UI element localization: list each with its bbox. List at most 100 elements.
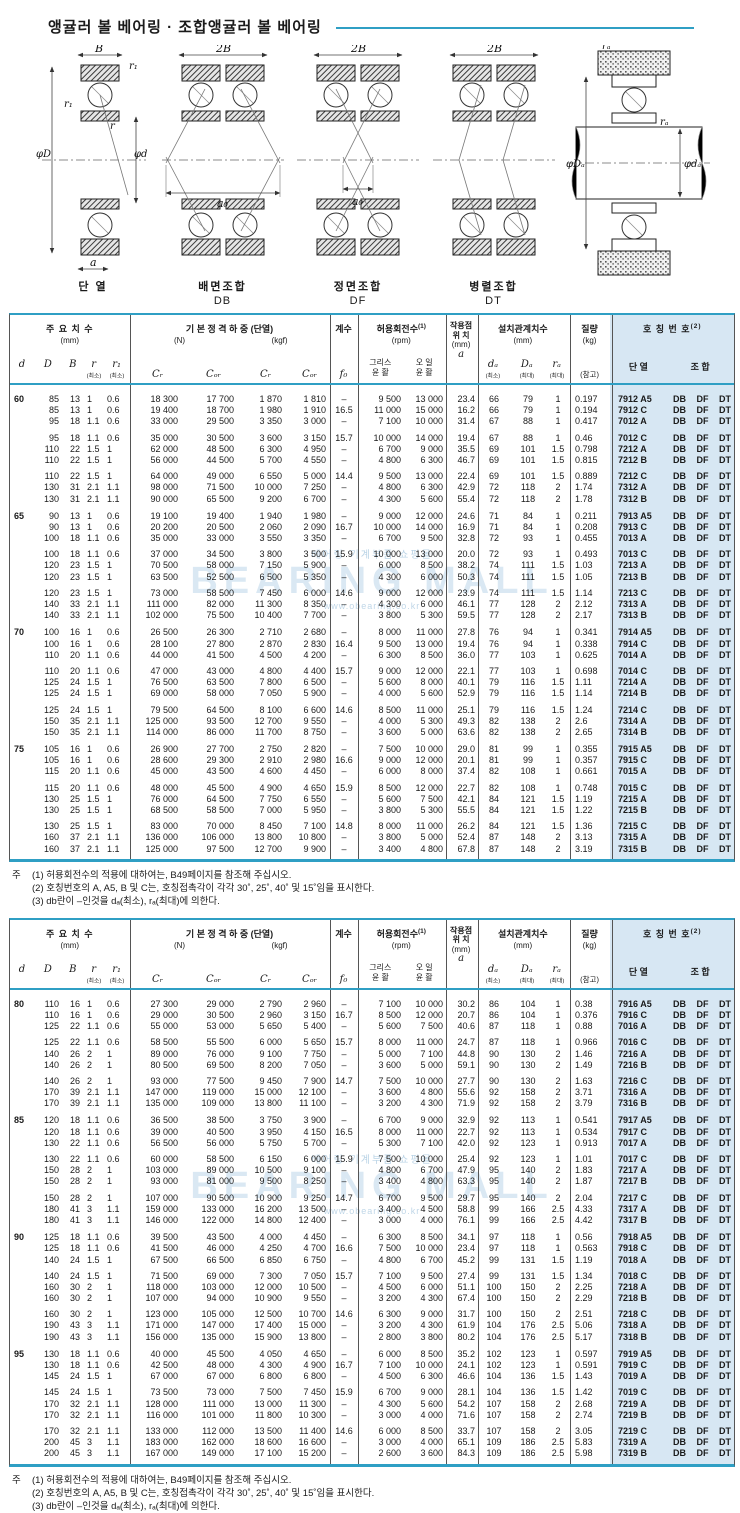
cell-D: 100: [43, 549, 59, 560]
cell-f0: –: [341, 1371, 347, 1382]
cell-r1: 0.6: [107, 1009, 120, 1020]
cell-part-number: 7916 A5: [618, 998, 652, 1009]
cell-combo-df: DF: [696, 610, 709, 621]
cell-B: 45: [69, 1448, 80, 1459]
part-number-bg: [610, 315, 734, 383]
cell-cor-n: 46 000: [206, 1243, 234, 1254]
cell-combo-dt: DT: [719, 1087, 731, 1098]
cell-cor-kgf: 6 600: [303, 704, 326, 715]
cell-Da: 103: [520, 649, 536, 660]
cell-cor-n: 38 500: [206, 1115, 234, 1126]
cell-d: [10, 1255, 34, 1266]
cell-combo-df: DF: [696, 1137, 709, 1148]
cell-combo-df: DF: [696, 1165, 709, 1176]
table-row: 170 32 2.1 1.1 116 000 101 000 11 800 10 300–3 …: [10, 1410, 734, 1421]
cell-Da: 79: [522, 405, 533, 416]
cell-cor-n: 112 000: [202, 1425, 234, 1436]
cell-combo-df: DF: [696, 1075, 709, 1086]
table-row: 145 24 1.5 1 73 500 73 000 7 500 7 450 15.9 6 700…: [10, 1387, 734, 1398]
cell-cr-n: 114 000: [146, 726, 178, 737]
cell-cor-kgf: 3 350: [303, 533, 326, 544]
cell-cor-n: 58 000: [206, 688, 234, 699]
cell-a: 47.9: [457, 1165, 475, 1176]
cell-B: 31: [69, 482, 80, 493]
cell-combo-dt: DT: [719, 587, 731, 598]
cell-B: 18: [69, 1126, 80, 1137]
cell-part-number: 7015 C: [618, 782, 648, 793]
cell-cor-kgf: 2 830: [303, 638, 326, 649]
header-part-number: 호 칭 번 호(2) 단 열 조 합: [610, 920, 734, 988]
table-header: 주 요 치 수 (mm) d D B r (최소) r₁ (최소) 기 본 정 격 …: [10, 920, 734, 988]
table-row: 130 25 1.5 1 83 000 70 000 8 450 7 100 14.8 8 000…: [10, 821, 734, 832]
cell-mass: 0.194: [575, 405, 598, 416]
cell-r1: 1.1: [107, 1098, 120, 1109]
cell-combo-db: DB: [673, 493, 686, 504]
cell-ra: 1: [555, 1137, 561, 1148]
col-r1: r₁ (최소): [109, 359, 124, 380]
cell-D: 120: [43, 571, 59, 582]
cell-a: 44.8: [457, 1048, 475, 1059]
cell-ra: 1: [555, 755, 561, 766]
cell-B: 18: [69, 533, 80, 544]
cell-combo-dt: DT: [719, 715, 731, 726]
cell-grease-rpm: 3 200: [378, 1098, 401, 1109]
cell-combo-df: DF: [696, 1281, 709, 1292]
cell-f0: –: [341, 1048, 347, 1059]
cell-part-number: 7216 B: [618, 1059, 648, 1070]
cell-d: 85: [14, 1115, 25, 1126]
column-separator: [330, 315, 331, 383]
table-row: 190 43 3 1.1 171 000 147 000 17 400 15 000–3 20…: [10, 1320, 734, 1331]
cell-combo-dt: DT: [719, 638, 731, 649]
note-item: (3) db란이 –인것을 dₐ(최소), rₐ(최대)에 의한다.: [32, 895, 220, 907]
table-row: 160 30 2 1 118 000 103 000 12 000 10 500–4 500 6…: [10, 1282, 734, 1293]
cell-combo-dt: DT: [719, 1281, 731, 1292]
cell-cor-kgf: 3 900: [303, 1115, 326, 1126]
cell-a: 34.1: [457, 1232, 475, 1243]
cell-cor-n: 111 000: [202, 1398, 234, 1409]
cell-combo-dt: DT: [719, 1348, 731, 1359]
header-mounting-dims: 설치관계치수 (mm) dₐ (최소) Dₐ (최대) rₐ (최대): [477, 920, 569, 988]
cell-Da: 128: [520, 599, 536, 609]
cell-a: 46.7: [457, 454, 475, 465]
cell-combo-df: DF: [696, 1448, 709, 1459]
row-group: 70 100 16 1 0.6 26 500 26 300 2 710 2 680–8 000 1…: [10, 627, 734, 661]
cell-mass: 2.25: [575, 1281, 593, 1292]
cell-cr-n: 37 000: [150, 549, 178, 560]
cell-cr-kgf: 1 980: [259, 405, 282, 416]
cell-part-number: 7219 B: [618, 1409, 648, 1420]
cell-r1: 1.1: [107, 599, 120, 609]
cell-mass: 0.748: [575, 782, 598, 793]
cell-r: 2.1: [87, 1398, 100, 1409]
table-row: 110 20 1.1 0.6 44 000 41 500 4 500 4 200–6 300 8…: [10, 650, 734, 661]
row-group: 80 110 16 1 0.6 27 300 29 000 2 790 2 960–7 100 1…: [10, 999, 734, 1033]
cell-Da: 186: [520, 1437, 536, 1448]
cell-cor-kgf: 4 900: [303, 1360, 326, 1370]
row-group: 150 28 2 1 107 000 90 500 10 900 9 250 14.7 6 700…: [10, 1193, 734, 1227]
cell-B: 16: [69, 744, 80, 755]
cell-ra: 1: [555, 521, 561, 532]
cell-Da: 130: [520, 1075, 536, 1086]
cell-part-number: 7015 A: [618, 766, 647, 777]
table-row: 125 24 1.5 1 69 000 58 000 7 050 5 900–4 000 5 6…: [10, 688, 734, 699]
cell-D: 170: [43, 1425, 59, 1436]
cell-ra: 1: [555, 533, 561, 544]
cell-d: [10, 1087, 34, 1098]
table-row: 130 18 1.1 0.6 42 500 48 000 4 300 4 900 16.7 7 1…: [10, 1360, 734, 1371]
cell-ra: 1: [555, 665, 561, 676]
cell-cr-kgf: 11 300: [255, 599, 282, 609]
cell-combo-dt: DT: [719, 1293, 731, 1304]
table-row: 170 39 2.1 1.1 147 000 119 000 15 000 12 100–3 …: [10, 1087, 734, 1098]
cell-a: 63.3: [457, 1176, 475, 1187]
cell-a: 24.6: [457, 510, 475, 521]
cell-mass: 3.05: [575, 1425, 593, 1436]
cell-combo-df: DF: [696, 471, 709, 482]
cell-cor-kgf: 7 050: [303, 1059, 326, 1070]
cell-grease-rpm: 8 500: [378, 1009, 401, 1020]
cell-mass: 0.798: [575, 443, 598, 454]
cell-cr-kgf: 9 450: [259, 1075, 282, 1086]
cell-cr-n: 58 500: [150, 1037, 178, 1048]
cell-r1: 1: [107, 1165, 113, 1176]
cell-Da: 131: [520, 1270, 536, 1281]
cell-f0: –: [341, 1320, 347, 1331]
